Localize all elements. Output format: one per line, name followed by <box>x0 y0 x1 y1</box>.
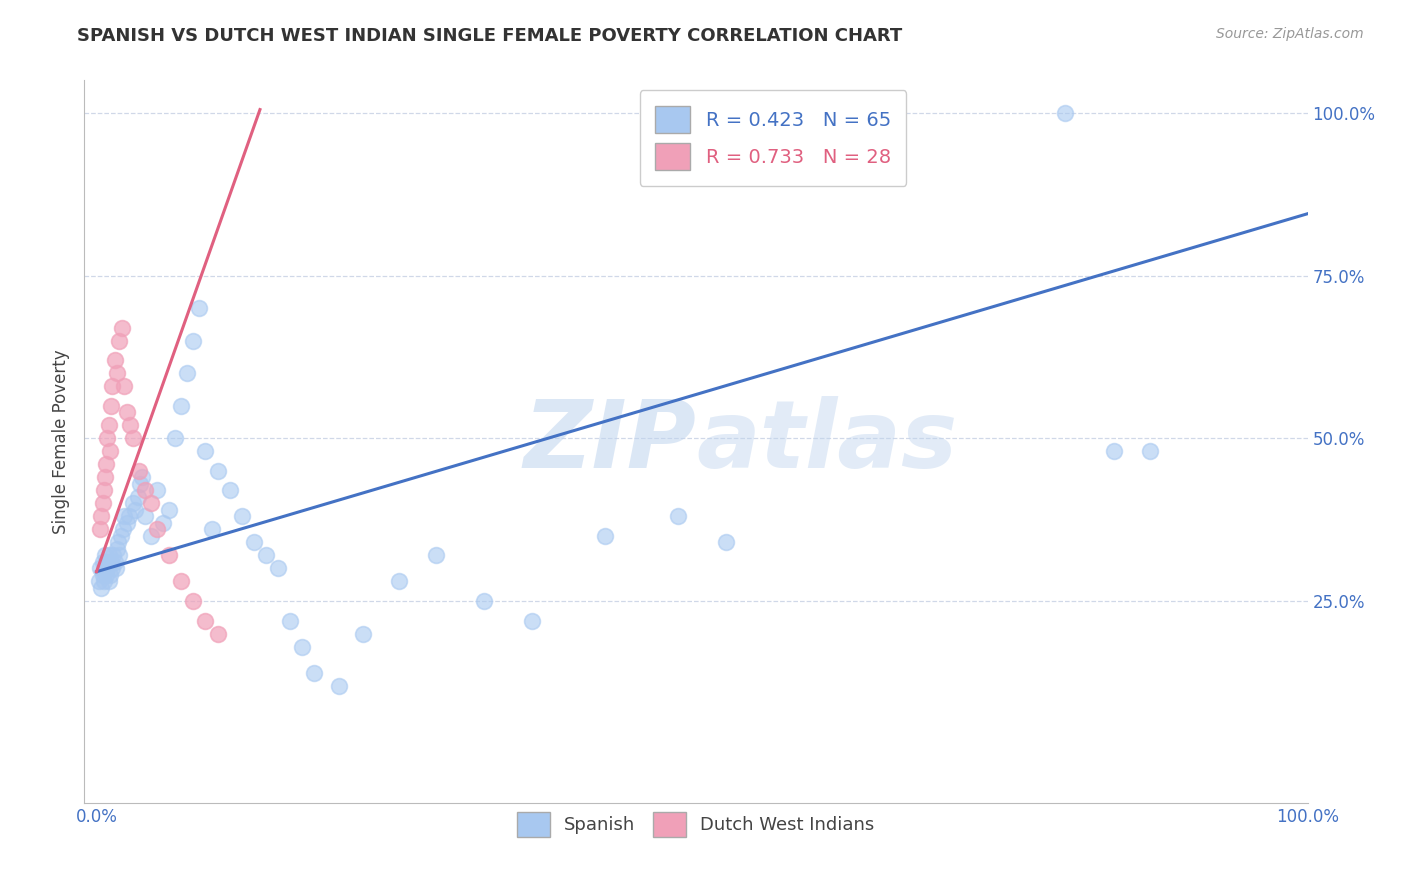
Point <box>105 366 128 380</box>
Point <box>97 574 120 589</box>
Point <box>194 444 217 458</box>
Point <box>93 483 115 498</box>
Point <box>112 379 135 393</box>
Point <box>89 523 111 537</box>
Point <box>183 334 205 348</box>
Text: SPANISH VS DUTCH WEST INDIAN SINGLE FEMALE POVERTY CORRELATION CHART: SPANISH VS DUTCH WEST INDIAN SINGLE FEMA… <box>77 27 903 45</box>
Point <box>121 496 143 510</box>
Point <box>110 529 132 543</box>
Text: atlas: atlas <box>696 395 957 488</box>
Point <box>425 549 447 563</box>
Point <box>194 614 217 628</box>
Point <box>107 535 129 549</box>
Point <box>157 549 180 563</box>
Point <box>218 483 240 498</box>
Point <box>108 334 131 348</box>
Point <box>115 405 138 419</box>
Point <box>352 626 374 640</box>
Point <box>388 574 411 589</box>
Point <box>112 523 135 537</box>
Point <box>278 614 301 628</box>
Point <box>716 535 738 549</box>
Point <box>1139 444 1161 458</box>
Point <box>522 614 544 628</box>
Point <box>128 464 150 478</box>
Point <box>98 444 121 458</box>
Point <box>127 490 149 504</box>
Point <box>157 503 180 517</box>
Point <box>96 555 118 569</box>
Point <box>170 574 193 589</box>
Point <box>91 555 114 569</box>
Point <box>111 320 134 334</box>
Point <box>207 464 229 478</box>
Point <box>94 549 117 563</box>
Point <box>104 353 127 368</box>
Point <box>243 535 266 549</box>
Point <box>91 496 114 510</box>
Legend: Spanish, Dutch West Indians: Spanish, Dutch West Indians <box>510 805 882 845</box>
Point <box>121 431 143 445</box>
Point <box>98 568 121 582</box>
Point <box>207 626 229 640</box>
Point <box>90 509 112 524</box>
Point <box>112 509 135 524</box>
Point <box>115 516 138 530</box>
Point <box>134 509 156 524</box>
Point <box>94 561 117 575</box>
Point <box>97 418 120 433</box>
Point <box>139 496 162 510</box>
Point <box>183 594 205 608</box>
Text: Source: ZipAtlas.com: Source: ZipAtlas.com <box>1216 27 1364 41</box>
Point <box>291 640 314 654</box>
Point <box>101 379 124 393</box>
Y-axis label: Single Female Poverty: Single Female Poverty <box>52 350 70 533</box>
Point <box>1102 444 1125 458</box>
Point <box>124 503 146 517</box>
Point <box>120 418 142 433</box>
Point <box>90 581 112 595</box>
Point <box>96 431 118 445</box>
Point <box>89 561 111 575</box>
Point <box>176 366 198 380</box>
Point <box>96 568 118 582</box>
Point <box>188 301 211 315</box>
Point <box>304 665 326 680</box>
Point <box>472 594 495 608</box>
Point <box>91 568 114 582</box>
Point <box>97 549 120 563</box>
Point <box>165 431 187 445</box>
Point <box>152 516 174 530</box>
Point <box>105 541 128 556</box>
Point <box>93 574 115 589</box>
Point <box>267 561 290 575</box>
Point <box>104 555 127 569</box>
Point <box>134 483 156 498</box>
Point <box>666 509 689 524</box>
Point <box>131 470 153 484</box>
Point <box>231 509 253 524</box>
Point <box>94 470 117 484</box>
Point <box>200 523 222 537</box>
Point <box>254 549 277 563</box>
Point <box>101 561 124 575</box>
Point <box>593 529 616 543</box>
Point <box>170 399 193 413</box>
Text: ZIP: ZIP <box>523 395 696 488</box>
Point <box>100 399 122 413</box>
Point <box>328 679 350 693</box>
Point <box>108 549 131 563</box>
Point <box>146 483 169 498</box>
Point <box>1054 105 1077 120</box>
Point <box>118 509 141 524</box>
Point <box>129 476 152 491</box>
Point <box>96 458 118 472</box>
Point <box>96 561 118 575</box>
Point <box>104 561 127 575</box>
Point <box>100 555 122 569</box>
Point <box>146 523 169 537</box>
Point <box>139 529 162 543</box>
Point <box>87 574 110 589</box>
Point <box>103 549 125 563</box>
